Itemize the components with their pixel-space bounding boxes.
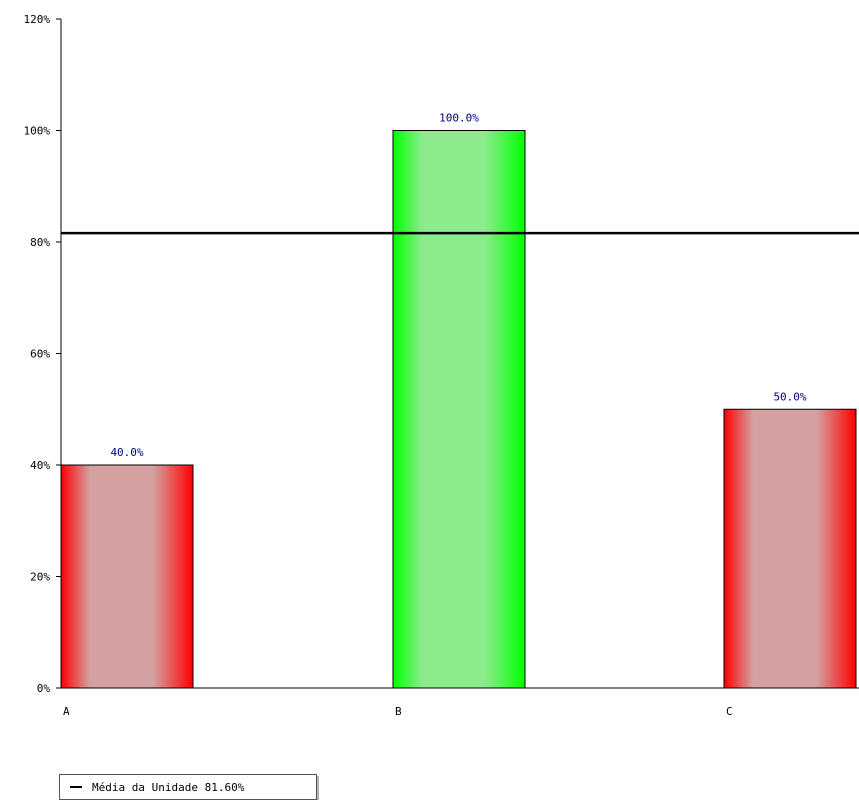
bar-b bbox=[392, 130, 526, 689]
y-tick-label: 20% bbox=[30, 571, 50, 584]
data-label-a: 40.0% bbox=[110, 446, 143, 459]
legend-line-swatch bbox=[70, 786, 82, 788]
y-tick-label: 40% bbox=[30, 459, 50, 472]
y-tick-label: 0% bbox=[37, 682, 51, 695]
data-label-b: 100.0% bbox=[439, 112, 479, 125]
y-tick-label: 100% bbox=[24, 125, 51, 138]
axes bbox=[56, 18, 859, 689]
bar-c bbox=[723, 408, 857, 689]
x-tick-label-b: B bbox=[395, 705, 402, 718]
labels-layer: 40.0% A 100.0% B 50.0% C 0% 20% 40% 60% 80% 100% 120… bbox=[24, 13, 807, 718]
data-label-c: 50.0% bbox=[773, 390, 806, 403]
y-tick-label: 120% bbox=[24, 13, 51, 26]
bars-layer bbox=[60, 130, 857, 689]
x-tick-label-c: C bbox=[726, 705, 733, 718]
y-tick-label: 60% bbox=[30, 348, 50, 361]
legend-label: Média da Unidade 81.60% bbox=[92, 780, 245, 794]
x-tick-label-a: A bbox=[63, 705, 70, 718]
y-tick-label: 80% bbox=[30, 236, 50, 249]
legend: Média da Unidade 81.60% bbox=[59, 774, 317, 800]
bar-a bbox=[60, 464, 194, 689]
